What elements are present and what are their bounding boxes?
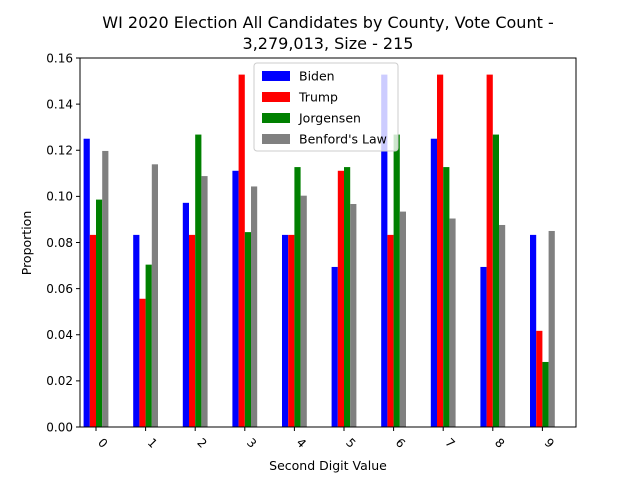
bar-trump-8 xyxy=(486,74,493,428)
bar-biden-7 xyxy=(430,138,437,427)
bar-trump-1 xyxy=(139,298,146,427)
y-tick-label: 0.16 xyxy=(46,51,73,65)
bar-benford-s-law-1 xyxy=(151,164,158,427)
bar-trump-5 xyxy=(337,170,344,427)
y-tick-label: 0.02 xyxy=(46,374,73,388)
legend-label: Trump xyxy=(298,90,338,105)
bar-benford-s-law-7 xyxy=(449,218,456,427)
bar-benford-s-law-3 xyxy=(251,186,258,427)
legend-swatch xyxy=(262,92,290,102)
bar-benford-s-law-4 xyxy=(300,195,307,427)
bar-benford-s-law-5 xyxy=(350,203,357,427)
legend-label: Jorgensen xyxy=(298,111,361,126)
bar-jorgensen-6 xyxy=(393,134,400,427)
y-tick-label: 0.12 xyxy=(46,144,73,158)
bar-biden-9 xyxy=(530,234,537,427)
y-tick-label: 0.10 xyxy=(46,190,73,204)
bar-trump-6 xyxy=(387,234,394,427)
bar-biden-5 xyxy=(331,266,338,427)
bar-jorgensen-8 xyxy=(492,134,499,427)
bar-jorgensen-3 xyxy=(244,232,251,427)
y-axis: 0.00 0.02 0.04 0.06 0.08 0.10 0.12 0.14 0.16 xyxy=(46,51,80,434)
bar-jorgensen-7 xyxy=(443,167,450,427)
legend-label: Biden xyxy=(299,69,335,84)
bar-trump-4 xyxy=(288,234,295,427)
y-axis-label: Proportion xyxy=(19,211,34,276)
y-tick-label: 0.14 xyxy=(46,97,73,111)
y-tick-label: 0.00 xyxy=(46,420,73,434)
bar-biden-4 xyxy=(282,234,289,427)
bar-trump-2 xyxy=(189,234,196,427)
bar-trump-3 xyxy=(238,74,245,428)
y-tick-label: 0.08 xyxy=(46,236,73,250)
bar-benford-s-law-8 xyxy=(499,224,506,427)
bar-biden-8 xyxy=(480,266,487,427)
bar-jorgensen-2 xyxy=(195,134,202,427)
legend-swatch xyxy=(262,71,290,81)
bar-jorgensen-9 xyxy=(542,361,549,427)
x-axis-label: Second Digit Value xyxy=(269,458,387,473)
chart-title-line1: WI 2020 Election All Candidates by Count… xyxy=(102,13,553,32)
bar-trump-9 xyxy=(536,330,543,427)
bar-trump-0 xyxy=(89,234,96,427)
bar-biden-0 xyxy=(83,138,90,427)
legend-swatch xyxy=(262,134,290,144)
legend-label: Benford's Law xyxy=(299,132,387,147)
bar-jorgensen-4 xyxy=(294,167,301,427)
bar-benford-s-law-0 xyxy=(102,150,109,427)
bar-biden-2 xyxy=(182,202,189,427)
bar-benford-s-law-9 xyxy=(548,230,555,427)
bar-jorgensen-5 xyxy=(344,167,351,427)
bar-jorgensen-0 xyxy=(96,199,103,427)
legend: Biden Trump Jorgensen Benford's Law xyxy=(253,62,399,152)
chart-title-line2: 3,279,013, Size - 215 xyxy=(243,34,414,53)
y-tick-label: 0.04 xyxy=(46,328,73,342)
bar-biden-6 xyxy=(381,74,388,428)
bar-benford-s-law-2 xyxy=(201,176,208,427)
legend-swatch xyxy=(262,113,290,123)
legend-box xyxy=(253,62,399,152)
bar-jorgensen-1 xyxy=(145,264,152,427)
bar-biden-3 xyxy=(232,170,239,427)
bar-benford-s-law-6 xyxy=(399,211,406,427)
y-tick-label: 0.06 xyxy=(46,282,73,296)
bars-layer xyxy=(83,74,555,428)
bar-trump-7 xyxy=(437,74,444,428)
bar-biden-1 xyxy=(133,234,140,427)
